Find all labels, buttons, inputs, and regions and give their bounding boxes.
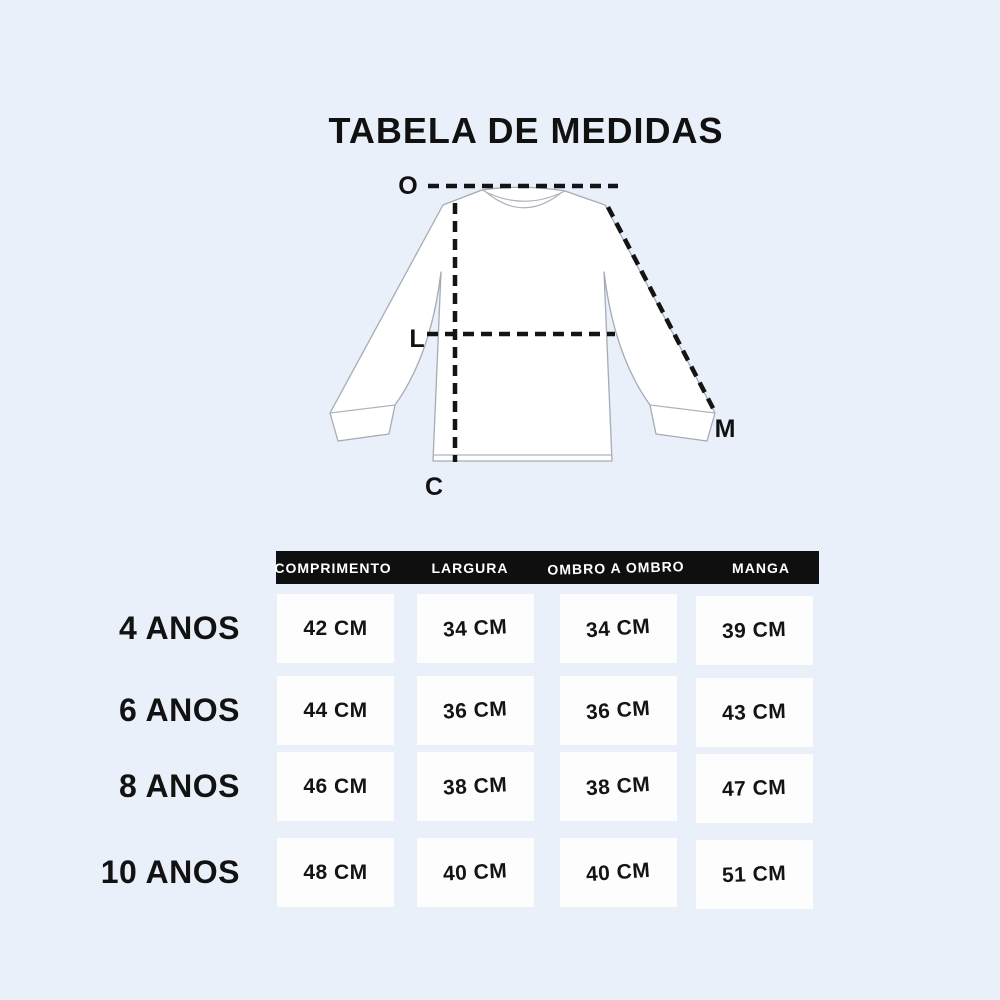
table-cell: 42 CM xyxy=(277,594,394,663)
cell-value: 46 CM xyxy=(303,774,368,798)
collar-outer xyxy=(481,189,566,202)
table-cell: 36 CM xyxy=(560,676,677,745)
cell-value: 34 CM xyxy=(442,614,509,642)
shirt-outline xyxy=(329,186,716,462)
collar-inner xyxy=(485,191,562,209)
table-cell: 39 CM xyxy=(696,596,813,665)
cell-value: 39 CM xyxy=(721,617,788,643)
cuff-seam-right xyxy=(649,404,716,414)
sleeve-measure-line xyxy=(606,205,717,414)
cell-value: 38 CM xyxy=(442,772,509,800)
header-comprimento: COMPRIMENTO xyxy=(274,559,392,576)
table-cell: 47 CM xyxy=(696,754,813,823)
shirt-diagram: O L C M xyxy=(329,172,736,501)
cell-value: 48 CM xyxy=(303,860,368,884)
table-cell: 40 CM xyxy=(417,838,534,907)
cuff-seam-left xyxy=(329,404,396,414)
table-cell: 34 CM xyxy=(560,594,677,663)
row-label-6-anos: 6 ANOS xyxy=(119,692,240,728)
shoulder-measure-label: O xyxy=(398,172,417,200)
cell-value: 36 CM xyxy=(585,696,652,724)
table-cell: 51 CM xyxy=(696,840,813,909)
cell-value: 43 CM xyxy=(721,699,788,725)
table-cell: 48 CM xyxy=(277,838,394,907)
table-cell: 40 CM xyxy=(560,838,677,907)
cell-value: 40 CM xyxy=(442,858,509,886)
table-cell: 46 CM xyxy=(277,752,394,821)
row-label-8-anos: 8 ANOS xyxy=(119,768,240,804)
table-cell: 38 CM xyxy=(560,752,677,821)
row-label-10-anos: 10 ANOS xyxy=(100,854,240,890)
table-header: COMPRIMENTO LARGURA OMBRO A OMBRO MANGA xyxy=(274,551,819,584)
cell-value: 47 CM xyxy=(721,775,788,801)
cell-value: 51 CM xyxy=(721,861,788,887)
header-manga: MANGA xyxy=(732,559,790,576)
cell-value: 40 CM xyxy=(585,858,652,886)
page-title: TABELA DE MEDIDAS xyxy=(328,110,724,151)
length-measure-label: C xyxy=(425,473,443,501)
width-measure-label: L xyxy=(409,325,424,353)
cell-value: 44 CM xyxy=(303,698,368,722)
sleeve-measure-label: M xyxy=(715,415,736,443)
header-largura: LARGURA xyxy=(431,559,509,576)
table-cell: 36 CM xyxy=(417,676,534,745)
cell-value: 42 CM xyxy=(303,616,368,640)
cell-value: 36 CM xyxy=(442,696,509,724)
table-cell: 43 CM xyxy=(696,678,813,747)
row-label-4-anos: 4 ANOS xyxy=(119,610,240,646)
table-cell: 34 CM xyxy=(417,594,534,663)
table-cell: 44 CM xyxy=(277,676,394,745)
cell-value: 34 CM xyxy=(585,614,652,642)
table-cell: 38 CM xyxy=(417,752,534,821)
header-ombro-a-ombro: OMBRO A OMBRO xyxy=(547,557,685,578)
cell-value: 38 CM xyxy=(585,772,652,800)
